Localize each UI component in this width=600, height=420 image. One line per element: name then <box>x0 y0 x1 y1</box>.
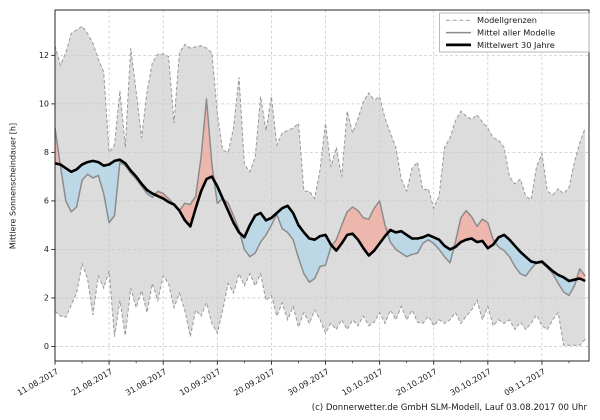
below-normal <box>55 159 586 296</box>
model-mean-line <box>54 98 586 297</box>
x-tick-label: 20.09.2017 <box>232 367 276 398</box>
x-tick-label: 10.09.2017 <box>178 367 222 398</box>
model-mean <box>54 98 586 297</box>
legend-label: Mittel aller Modelle <box>477 28 555 38</box>
legend-label: Mittelwert 30 Jahre <box>477 40 555 50</box>
model-range-upper-edge <box>54 25 586 210</box>
x-tick-label: 11.08.2017 <box>16 367 60 398</box>
envelope-band <box>55 26 586 346</box>
x-tick-label: 30.09.2017 <box>286 367 330 398</box>
x-tick-label: 09.11.2017 <box>503 367 547 398</box>
y-tick-label: 8 <box>44 148 49 157</box>
x-tick-label: 10.10.2017 <box>340 367 384 398</box>
x-tick-label: 30.10.2017 <box>449 367 493 398</box>
y-tick-label: 2 <box>44 294 49 303</box>
envelope-edges <box>54 25 586 346</box>
y-tick-label: 12 <box>39 51 49 60</box>
y-tick-label: 4 <box>44 245 49 254</box>
x-tick-label: 31.08.2017 <box>124 367 168 398</box>
y-axis-title: Mittlere Sonnenscheindauer [h] <box>8 122 18 250</box>
chart-caption: (c) Donnerwetter.de GmbH SLM-Modell, Lau… <box>311 403 587 413</box>
below-normal-band <box>55 159 586 296</box>
model-range-lower-edge <box>54 262 586 346</box>
plot-border <box>54 9 590 362</box>
legend-label: Modellgrenzen <box>477 15 537 25</box>
model-range-band <box>55 26 586 346</box>
y-tick-label: 0 <box>44 342 49 351</box>
x-tick-label: 21.08.2017 <box>70 367 114 398</box>
y-axis: 0 2 4 6 8 10 12 <box>39 51 55 351</box>
x-tick-label: 20.10.2017 <box>395 367 439 398</box>
plot-frame <box>54 9 590 362</box>
climate-mean-line <box>54 158 586 283</box>
legend: Modellgrenzen Mittel aller Modelle Mittelw… <box>439 12 590 53</box>
x-axis: 11.08.2017 21.08.2017 31.08.2017 10.09.2017… <box>16 361 570 398</box>
y-tick-label: 10 <box>39 100 49 109</box>
climate-mean <box>54 158 586 283</box>
y-tick-label: 6 <box>44 197 49 206</box>
